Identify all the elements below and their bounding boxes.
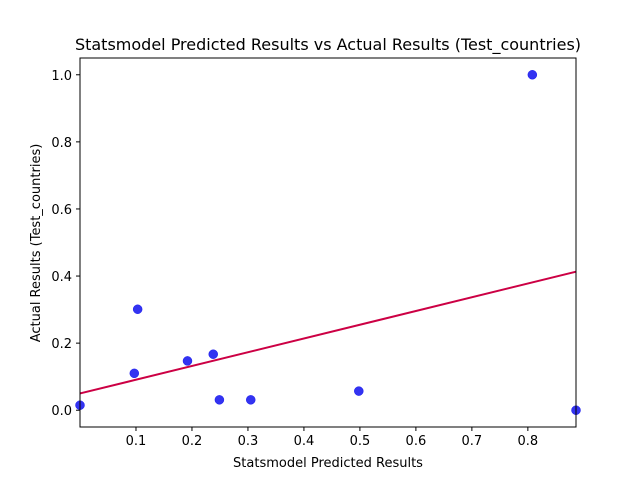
y-tick-label: 0.2: [51, 337, 72, 352]
y-tick-label: 0.4: [51, 270, 72, 285]
data-point-2: [132, 304, 143, 315]
y-tick-label: 1.0: [51, 69, 72, 84]
regression-line: [79, 270, 577, 395]
x-tick-label: 0.6: [406, 434, 427, 449]
data-point-7: [354, 386, 364, 396]
chart-title: Statsmodel Predicted Results vs Actual R…: [75, 35, 581, 55]
x-tick-label: 0.3: [238, 434, 259, 449]
x-tick-label: 0.7: [462, 434, 483, 449]
y-tick-label: 0.8: [51, 136, 72, 151]
plot-frame: [79, 57, 577, 428]
data-point-8: [527, 70, 538, 80]
data-point-5: [214, 395, 225, 405]
x-tick-label: 0.2: [182, 434, 203, 449]
y-axis-label: Actual Results (Test_countries): [29, 144, 44, 343]
x-tick-label: 0.5: [350, 434, 371, 449]
y-tick-label: 0.6: [51, 203, 72, 218]
x-tick-label: 0.1: [126, 434, 147, 449]
data-point-6: [245, 395, 256, 405]
x-tick-label: 0.8: [518, 434, 539, 449]
x-axis-label: Statsmodel Predicted Results: [233, 456, 423, 471]
y-tick-label: 0.0: [51, 404, 72, 419]
data-point-3: [182, 356, 193, 366]
data-point-4: [208, 349, 218, 359]
plot-area: 0.1 0.2 0.3 0.4 0.5 0.6 0.7 0.8 0.0 0.2 0.4 0.6 0.8 1…: [51, 57, 581, 449]
data-point-1: [129, 368, 140, 379]
x-tick-label: 0.4: [294, 434, 315, 449]
